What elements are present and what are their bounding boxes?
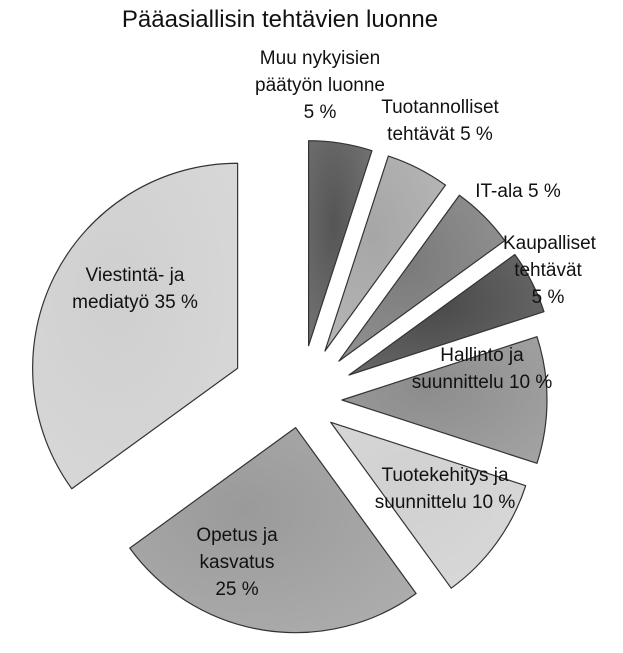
category-label: Tuotannolliset tehtävät xyxy=(381,97,499,145)
pie-slice xyxy=(348,253,545,376)
category-label: Opetus ja kasvatus xyxy=(196,525,278,573)
category-label: Kaupalliset tehtävät xyxy=(503,233,596,281)
slice-label: Hallinto ja suunnittelu 10 % xyxy=(407,342,557,396)
value-label: 5 % xyxy=(460,124,493,145)
category-label: Viestintä- ja mediatyö xyxy=(72,265,185,313)
category-label: Tuotekehitys ja suunnittelu xyxy=(374,465,509,513)
pie-slice xyxy=(308,140,373,347)
slice-label: IT-ala 5 % xyxy=(463,178,573,205)
pie-slice xyxy=(129,427,417,634)
category-label: Muu nykyisien päätyön luonne xyxy=(255,48,385,96)
category-label: Hallinto ja suunnittelu xyxy=(411,345,524,393)
slice-label: Tuotannolliset tehtävät 5 % xyxy=(375,94,505,148)
value-label: 5 % xyxy=(303,102,337,123)
value-label: 5 % xyxy=(531,287,565,308)
pie-slice xyxy=(330,421,527,589)
pie-slice xyxy=(341,336,548,464)
pie-slice xyxy=(32,162,239,490)
chart-title: Pääasiallisin tehtävien luonne xyxy=(121,6,439,33)
slice-label: Muu nykyisien päätyön luonne 5 % xyxy=(250,45,390,126)
pie-slice xyxy=(324,155,447,352)
slice-label: Kaupalliset tehtävät 5 % xyxy=(503,230,596,311)
value-label: 25 % xyxy=(215,579,259,600)
category-label: IT-ala xyxy=(475,181,523,202)
value-label: 5 % xyxy=(528,181,561,202)
value-label: 10 % xyxy=(471,492,516,513)
value-label: 35 % xyxy=(154,292,198,313)
slice-label: Tuotekehitys ja suunnittelu 10 % xyxy=(355,462,535,516)
pie-slice xyxy=(338,194,506,362)
slice-label: Opetus ja kasvatus 25 % xyxy=(177,522,297,603)
slice-label: Viestintä- ja mediatyö 35 % xyxy=(55,262,215,316)
value-label: 10 % xyxy=(508,372,553,393)
